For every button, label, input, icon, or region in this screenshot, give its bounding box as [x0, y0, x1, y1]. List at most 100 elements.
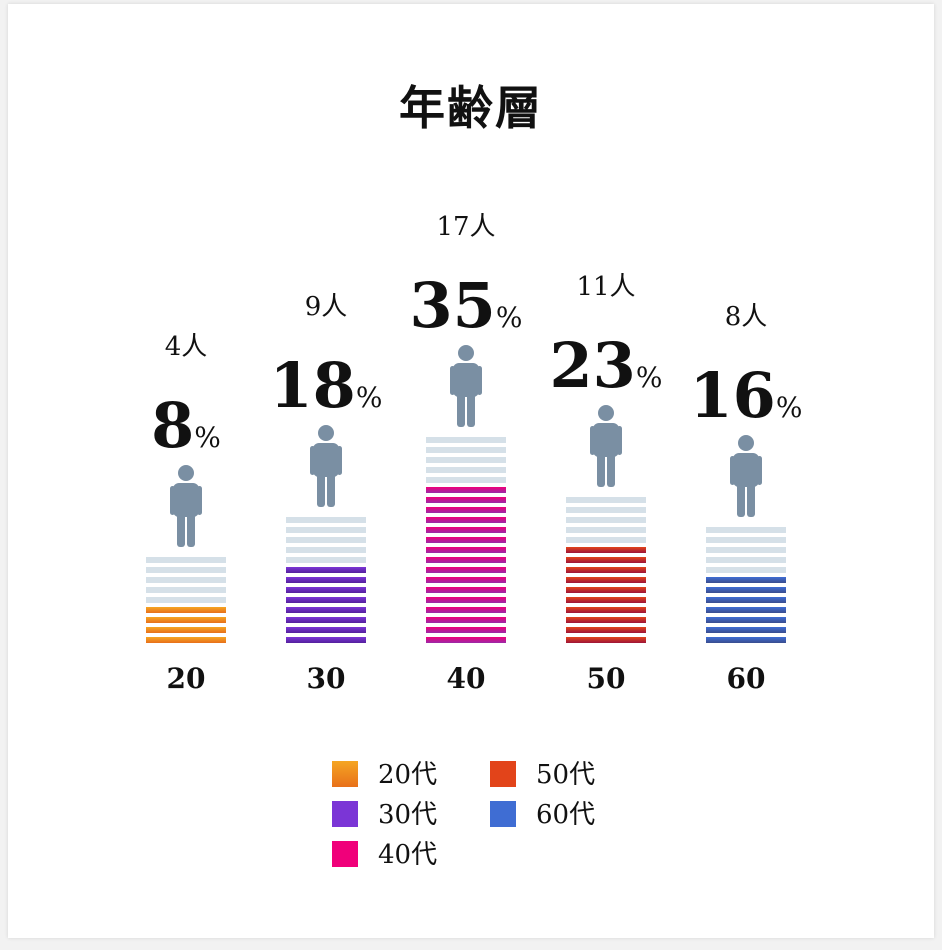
bar-track-stripe — [426, 467, 506, 473]
bar-stripe — [146, 637, 226, 643]
legend: 20代 30代 40代 50代 60代 — [332, 760, 595, 870]
bar-track-stripe — [286, 557, 366, 563]
bar-stripe — [566, 577, 646, 583]
bar-group-60: 16% 8人 60 — [690, 302, 803, 695]
bar-stripe — [426, 517, 506, 523]
bar-stripe — [706, 617, 786, 623]
percent-label: 23% — [550, 329, 663, 402]
bar-stripe — [566, 617, 646, 623]
bar-track-stripe — [146, 597, 226, 603]
bar-stripe — [426, 627, 506, 633]
bar-track-stripe — [286, 517, 366, 523]
bar-stripe — [706, 577, 786, 583]
bar-stripe — [566, 557, 646, 563]
percent-label: 16% — [690, 359, 803, 432]
bar-track-stripe — [706, 567, 786, 573]
bar-track-stripe — [146, 557, 226, 563]
bar-stripe — [706, 587, 786, 593]
bar-stripe — [566, 607, 646, 613]
bar-stripe — [566, 597, 646, 603]
legend-swatch — [490, 801, 516, 827]
legend-swatch — [332, 801, 358, 827]
bar-stripe — [426, 537, 506, 543]
bar-stripe — [146, 627, 226, 633]
bar-stripe — [566, 567, 646, 573]
bar-track-stripe — [426, 447, 506, 453]
bar-stripe — [286, 617, 366, 623]
bar-stripe — [286, 607, 366, 613]
chart-title: 年齢層 — [399, 81, 543, 135]
count-label: 11人 — [576, 272, 635, 302]
count-label: 8人 — [725, 302, 768, 332]
bar-stripe — [566, 627, 646, 633]
bar-stripe — [426, 597, 506, 603]
bar-track-stripe — [426, 457, 506, 463]
person-icon — [310, 425, 342, 507]
bar-stripe — [706, 607, 786, 613]
bar-stripe — [426, 577, 506, 583]
bar-stripe — [426, 497, 506, 503]
bar-stripe — [146, 617, 226, 623]
legend-item: 20代 — [332, 760, 437, 790]
bar-stripe — [426, 487, 506, 493]
bar-stripe — [426, 507, 506, 513]
person-icon — [590, 405, 622, 487]
bar-stripe — [706, 627, 786, 633]
x-tick-label: 40 — [447, 662, 486, 695]
percent-label: 8% — [151, 389, 221, 462]
legend-item: 30代 — [332, 800, 437, 830]
bar-stripe — [286, 637, 366, 643]
x-tick-label: 20 — [167, 662, 206, 695]
legend-item: 40代 — [332, 840, 437, 870]
x-tick-label: 60 — [727, 662, 766, 695]
bar-group-50: 23% 11人 50 — [550, 272, 663, 695]
bar-track-stripe — [146, 577, 226, 583]
bar-stripe — [426, 567, 506, 573]
bar-stripe — [426, 617, 506, 623]
person-icon — [730, 435, 762, 517]
bar-stripe — [286, 587, 366, 593]
bar-track-stripe — [146, 587, 226, 593]
bar-track-stripe — [706, 527, 786, 533]
bar-group-30: 18% 9人 30 — [270, 292, 383, 695]
bar-stripe — [426, 547, 506, 553]
bar-group-20: 8% 4人 20 — [146, 332, 226, 695]
bar-track-stripe — [566, 537, 646, 543]
legend-label: 20代 — [378, 760, 437, 790]
bar-stripe — [426, 527, 506, 533]
bar-track-stripe — [706, 557, 786, 563]
count-label: 4人 — [165, 332, 208, 362]
legend-label: 30代 — [378, 800, 437, 830]
bar-stripe — [426, 587, 506, 593]
legend-item: 50代 — [490, 760, 595, 790]
x-tick-label: 50 — [587, 662, 626, 695]
bar-stripe — [566, 637, 646, 643]
bar-stripe — [706, 597, 786, 603]
legend-swatch — [332, 841, 358, 867]
legend-label: 60代 — [536, 800, 595, 830]
bar-track-stripe — [566, 497, 646, 503]
bar-stripe — [566, 547, 646, 553]
bar-stripe — [426, 607, 506, 613]
bar-stripe — [286, 627, 366, 633]
legend-item: 60代 — [490, 800, 595, 830]
bar-track-stripe — [566, 527, 646, 533]
percent-label: 35% — [410, 269, 523, 342]
bar-track-stripe — [426, 477, 506, 483]
percent-label: 18% — [270, 349, 383, 422]
bar-track-stripe — [706, 547, 786, 553]
count-label: 17人 — [436, 212, 495, 242]
person-icon — [170, 465, 202, 547]
bar-track-stripe — [426, 437, 506, 443]
bar-stripe — [286, 597, 366, 603]
count-label: 9人 — [305, 292, 348, 322]
legend-label: 40代 — [378, 840, 437, 870]
bar-stripe — [426, 637, 506, 643]
legend-swatch — [490, 761, 516, 787]
bar-stripe — [566, 587, 646, 593]
bar-track-stripe — [566, 517, 646, 523]
bar-track-stripe — [286, 537, 366, 543]
bar-track-stripe — [706, 537, 786, 543]
bar-stripe — [146, 607, 226, 613]
